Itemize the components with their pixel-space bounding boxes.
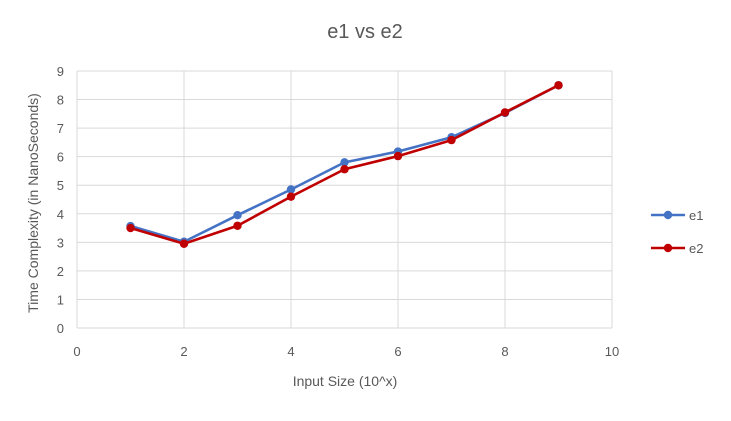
x-axis-title: Input Size (10^x) <box>293 373 398 389</box>
data-point-e1 <box>340 158 349 167</box>
x-tick-label: 10 <box>605 344 619 359</box>
x-tick-label: 2 <box>180 344 187 359</box>
data-point-e2 <box>554 81 563 90</box>
y-tick-label: 1 <box>57 292 64 307</box>
legend-item-e2: e2 <box>651 241 703 256</box>
x-tick-label: 8 <box>501 344 508 359</box>
data-point-e1 <box>286 185 296 194</box>
legend-swatch-marker <box>663 243 673 253</box>
y-tick-label: 6 <box>57 150 64 165</box>
data-point-e1 <box>233 211 242 220</box>
x-tick-label: 6 <box>394 344 401 359</box>
y-tick-label: 0 <box>57 321 64 336</box>
y-tick-label: 7 <box>57 121 64 136</box>
data-point-e2 <box>126 223 135 233</box>
y-axis-title: Time Complexity (in NanoSeconds) <box>25 93 41 313</box>
legend-item-e1: e1 <box>651 208 703 223</box>
data-point-e2 <box>500 108 510 117</box>
data-point-e2 <box>340 165 349 174</box>
y-tick-label: 5 <box>57 178 64 193</box>
x-tick-label: 4 <box>287 344 294 359</box>
chart-title: e1 vs e2 <box>327 21 403 43</box>
legend-swatch-marker <box>663 210 673 220</box>
y-tick-label: 8 <box>57 93 64 108</box>
x-tick-label: 0 <box>73 344 80 359</box>
data-point-e2 <box>179 239 189 248</box>
legend-label: e1 <box>689 208 703 223</box>
data-point-e2 <box>286 192 296 201</box>
data-point-e2 <box>393 151 403 161</box>
series-lines <box>126 81 563 248</box>
y-tick-label: 2 <box>57 264 64 279</box>
axes: 0 1 2 3 4 5 6 7 8 9 0 2 4 6 8 10 <box>57 64 619 359</box>
data-point-e2 <box>447 135 456 145</box>
y-tick-label: 4 <box>57 207 64 222</box>
y-tick-label: 3 <box>57 235 64 250</box>
data-point-e2 <box>233 221 242 230</box>
legend-label: e2 <box>689 241 703 256</box>
legend: e1 e2 <box>651 208 703 256</box>
series-e2 <box>126 81 563 248</box>
y-tick-label: 9 <box>57 64 64 79</box>
